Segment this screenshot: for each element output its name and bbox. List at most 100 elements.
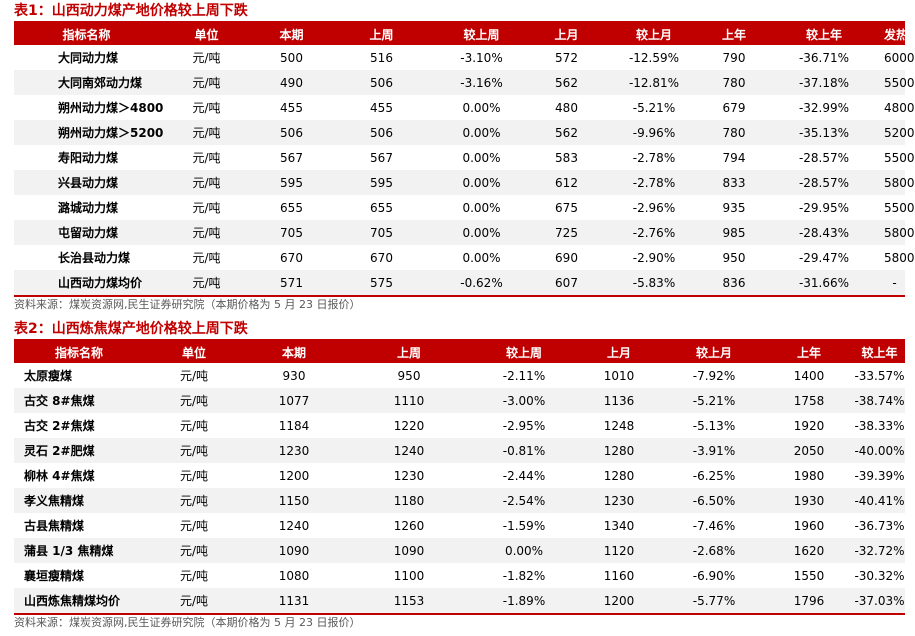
table-cell: 1280 xyxy=(574,438,664,463)
table-cell: 2050 xyxy=(764,438,854,463)
table-cell: -12.81% xyxy=(604,70,704,95)
table-row: 山西炼焦精煤均价 元/吨 1131 1153 -1.89% 1200 -5.77% 1796-… xyxy=(14,588,905,615)
table-cell: 612 xyxy=(529,170,604,195)
table-cell: 455 xyxy=(280,100,303,115)
table-cell: -36.71% xyxy=(798,50,850,65)
table-cell: 元/吨 xyxy=(179,469,209,483)
table-cell: -2.54% xyxy=(474,488,574,513)
table-cell: -33.57% xyxy=(854,368,905,383)
table-cell: 元/吨 xyxy=(159,270,254,297)
table-cell: 1200 xyxy=(574,588,664,615)
row-label: 朔州动力煤＞5200 xyxy=(14,120,163,145)
table-cell: 5800 xyxy=(884,170,915,195)
table-cell: 930 xyxy=(282,368,306,383)
table2-source-note: 资料来源：煤炭资源网,民生证券研究院（本期价格为 5 月 23 日报价） xyxy=(14,616,361,629)
table-cell: -0.81% xyxy=(474,438,574,463)
table2-top-rule xyxy=(14,339,905,341)
table-cell: 833 xyxy=(704,170,764,195)
table1-header-cell: 上年 xyxy=(704,23,764,45)
table-cell: 1240 xyxy=(344,438,474,463)
table-row: 古交 8#焦煤 元/吨 1077 1110 -3.00% 1136 -5.21% 1758 -3… xyxy=(14,388,905,413)
table-cell: -12.59% xyxy=(628,50,680,65)
table-cell: 元/吨 xyxy=(159,170,254,195)
table-cell: 1280 xyxy=(603,468,635,483)
table-cell: -2.78% xyxy=(604,170,704,195)
table-cell: 500 xyxy=(280,50,303,65)
table-cell: 836 xyxy=(704,270,764,297)
table-cell: -5.21% xyxy=(664,388,764,413)
table-cell: -30.32% xyxy=(854,568,905,583)
row-label: 孝义焦精煤 xyxy=(14,488,144,513)
table-cell: 0.00% xyxy=(462,250,501,265)
table-cell: 705 xyxy=(329,220,434,245)
table-cell: 1400 xyxy=(793,368,825,383)
table-cell: 元/吨 xyxy=(159,120,254,145)
table-cell: 1010 xyxy=(603,368,635,383)
table-cell: 607 xyxy=(529,270,604,297)
table-cell: 1550 xyxy=(793,568,825,583)
table-cell: 595 xyxy=(254,170,329,195)
table-cell: 5500 xyxy=(884,70,915,95)
table-row: 屯留动力煤 元/吨 705 705 0.00% 725 -2.76% 985 -28.43% 58… xyxy=(14,220,915,245)
table-row: 兴县动力煤 元/吨 595 595 0.00% 612 -2.78% 833 -28.57% 58… xyxy=(14,170,915,195)
row-label: 屯留动力煤 xyxy=(14,220,159,245)
table-cell: -2.95% xyxy=(502,418,546,433)
row-label: 柳林 4#焦煤 xyxy=(24,469,95,483)
table-cell: 元/吨 xyxy=(144,588,244,615)
table-row: 大同南郊动力煤 元/吨 490 506 -3.16% 562 -12.81% 780 -37.1… xyxy=(14,70,915,95)
table1-header-cell: 较上年 xyxy=(764,23,884,45)
table1-source-note: 资料来源：煤炭资源网,民生证券研究院（本期价格为 5 月 23 日报价） xyxy=(14,298,361,311)
table-cell: 950 xyxy=(722,250,746,265)
table-cell: 元/吨 xyxy=(192,251,221,265)
table-cell: -31.66% xyxy=(764,270,884,297)
table1-title: 表1：山西动力煤产地价格较上周下跌 xyxy=(14,3,248,19)
table-row: 长治县动力煤 元/吨 670 670 0.00% 690 -2.90% 950 -29.47% 5… xyxy=(14,245,915,270)
table-row: 襄垣瘦精煤 元/吨 1080 1100 -1.82% 1160 -6.90% 1550 -30.… xyxy=(14,563,905,588)
table-cell: 506 xyxy=(254,120,329,145)
table-cell: 655 xyxy=(280,200,303,215)
table-cell: -38.74% xyxy=(854,388,905,413)
table-cell: -3.10% xyxy=(460,50,503,65)
table-cell: 1248 xyxy=(603,418,635,433)
table-cell: 1184 xyxy=(278,418,310,433)
table-cell: 935 xyxy=(722,200,746,215)
table-cell: 725 xyxy=(529,220,604,245)
table-cell: 元/吨 xyxy=(192,201,221,215)
table-cell: -0.62% xyxy=(434,270,529,297)
table1-header-cell: 较上周 xyxy=(434,23,529,45)
row-label: 朔州动力煤＞4800 xyxy=(58,101,164,115)
table-cell: 元/吨 xyxy=(192,151,221,165)
table-cell: 元/吨 xyxy=(144,488,244,513)
table2-header-cell: 本期 xyxy=(244,341,344,363)
table-cell: 1100 xyxy=(393,568,425,583)
table1-body: 大同动力煤 元/吨 500 516 -3.10% 572 -12.59% 790 -36.71%… xyxy=(14,45,915,297)
table-cell: 0.00% xyxy=(462,100,501,115)
table-cell: 1980 xyxy=(793,468,825,483)
table1-header-cell: 单位 xyxy=(159,23,254,45)
table-cell: -40.00% xyxy=(854,438,905,463)
table-cell: 506 xyxy=(329,120,434,145)
table-row: 蒲县 1/3 焦精煤 元/吨 1090 1090 0.00% 1120 -2.68% 1620… xyxy=(14,538,905,563)
table-cell: 元/吨 xyxy=(144,438,244,463)
row-label: 长治县动力煤 xyxy=(58,251,131,265)
table-cell: 1220 xyxy=(393,418,425,433)
table-cell: -1.82% xyxy=(502,568,546,583)
table-row: 朔州动力煤＞5200 元/吨 506 506 0.00% 562 -9.96% 780 -35.… xyxy=(14,120,915,145)
table-row: 潞城动力煤 元/吨 655 655 0.00% 675 -2.96% 935 -29.95% 55… xyxy=(14,195,915,220)
table1-header-cell: 发热量/规格 xyxy=(884,23,915,45)
row-label: 古交 8#焦煤 xyxy=(14,388,144,413)
table-cell: 705 xyxy=(254,220,329,245)
table-cell: 1758 xyxy=(764,388,854,413)
table-cell: 675 xyxy=(555,200,578,215)
table1-header-cell: 较上月 xyxy=(604,23,704,45)
table-cell: 6000 xyxy=(884,50,915,65)
table-cell: 1340 xyxy=(603,518,635,533)
table-cell: -28.43% xyxy=(764,220,884,245)
table-cell: 1120 xyxy=(574,538,664,563)
table-cell: -28.57% xyxy=(764,170,884,195)
table2-header-cell: 较上年 xyxy=(854,341,905,363)
table-cell: 1136 xyxy=(574,388,664,413)
table-cell: -2.68% xyxy=(664,538,764,563)
table-cell: 455 xyxy=(370,100,393,115)
